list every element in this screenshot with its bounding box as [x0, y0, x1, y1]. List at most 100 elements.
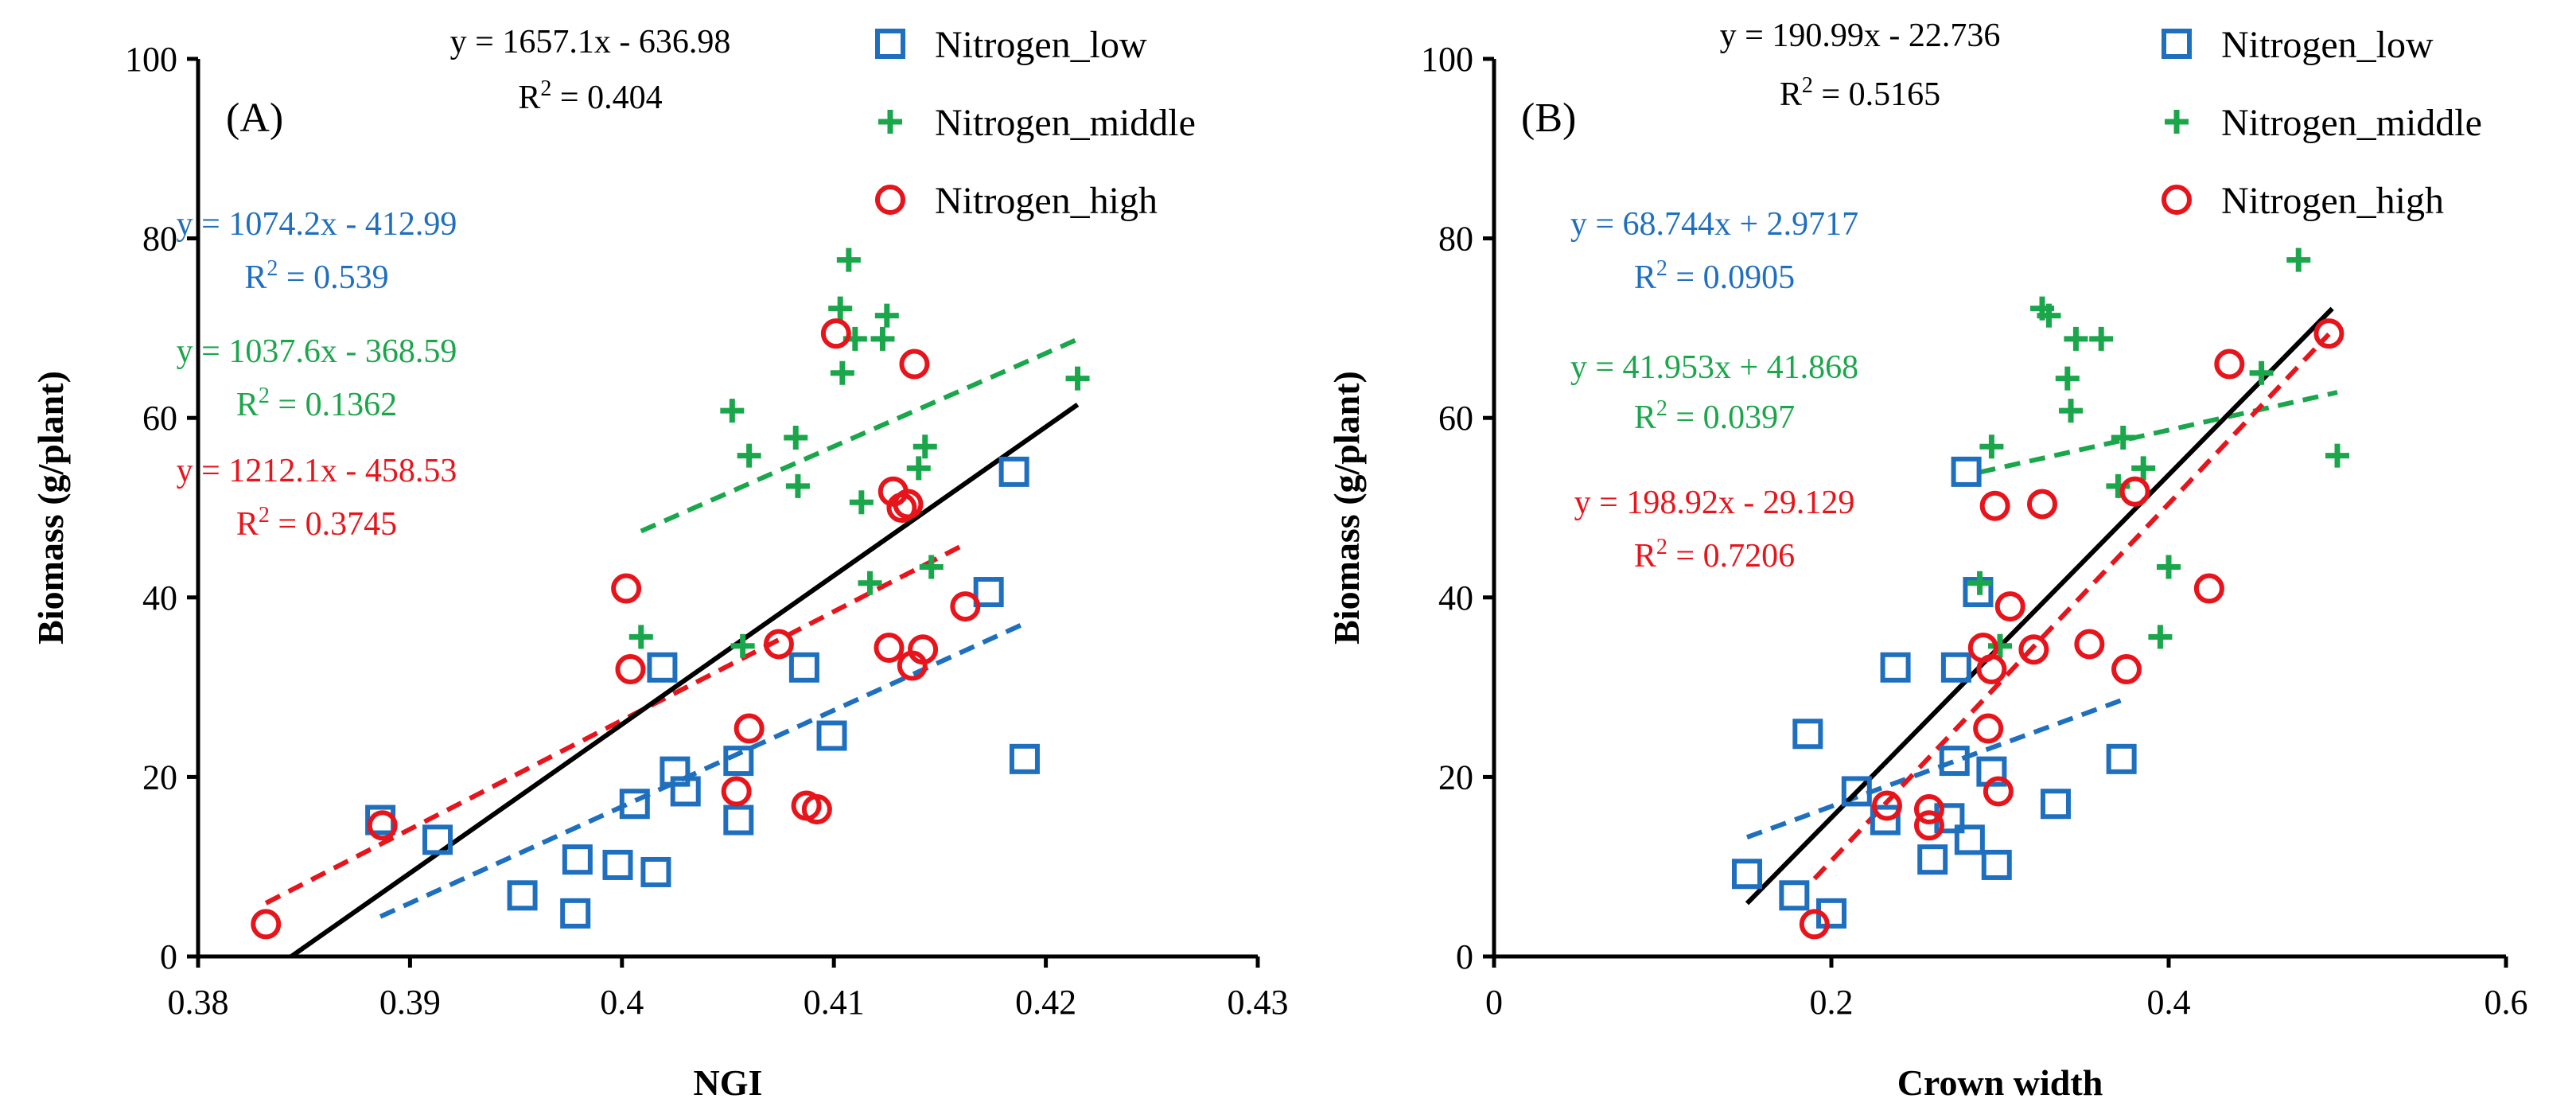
overall-equation: y = 190.99x - 22.736	[1720, 18, 2001, 54]
chart-panel-b: 0 20 40 60 80 100 0 0.2 0.4 0.6 Crown width Biomass…	[1326, 18, 2528, 1103]
data-point	[562, 844, 593, 875]
legend-label: Nitrogen_low	[935, 24, 1147, 66]
data-point	[602, 849, 633, 880]
fit-equation: y = 1074.2x - 412.99	[177, 206, 457, 243]
data-point	[1979, 434, 2004, 459]
data-point	[1979, 490, 2010, 521]
y-tick-label: 80	[142, 220, 177, 259]
legend-marker	[2165, 110, 2189, 134]
y-tick-label: 20	[142, 758, 177, 797]
data-point	[2325, 443, 2349, 468]
fit-r2-sup: 2	[259, 503, 270, 528]
fit-r2-sup: 2	[267, 256, 278, 281]
panel-label: (B)	[1521, 95, 1576, 141]
data-point	[1951, 456, 1982, 487]
data-point	[1880, 652, 1911, 683]
overall-r2-sup: 2	[1802, 73, 1813, 98]
data-point	[2214, 349, 2245, 380]
fit-r2: R2 = 0.3745	[236, 503, 397, 543]
data-point	[1913, 794, 1944, 825]
fit-r2-value: = 0.3745	[270, 506, 397, 543]
overall-equation: y = 1657.1x - 636.98	[450, 24, 731, 60]
data-point	[1065, 366, 1090, 391]
data-point	[830, 360, 854, 385]
fit-r2-r: R	[1634, 399, 1656, 436]
fit-equation: y = 198.92x - 29.129	[1574, 485, 1855, 521]
data-point	[1976, 756, 2007, 787]
data-point	[2040, 789, 2071, 820]
data-point	[785, 473, 810, 498]
data-point	[422, 824, 453, 855]
data-point	[2131, 456, 2156, 481]
y-tick-label: 40	[142, 578, 177, 617]
data-point	[2249, 360, 2274, 385]
data-point	[615, 654, 646, 685]
y-tick-label: 0	[160, 937, 177, 976]
x-tick-label: 0.43	[1228, 983, 1289, 1022]
fit-r2-r: R	[1634, 538, 1656, 575]
overall-r2-r: R	[1780, 76, 1802, 113]
fit-r2-value: = 0.1362	[270, 387, 397, 423]
trendline-nitrogen-high	[1812, 332, 2331, 881]
data-point	[2111, 654, 2142, 685]
trendline-nitrogen-high	[264, 542, 967, 906]
data-point	[2037, 303, 2061, 328]
x-tick-label: 0.4	[2147, 983, 2191, 1022]
legend-marker	[2162, 29, 2192, 59]
data-point	[2106, 743, 2137, 774]
data-point	[836, 247, 861, 272]
fit-r2-sup: 2	[259, 384, 270, 408]
y-axis-title: Biomass (g/plant)	[30, 371, 71, 645]
overall-r2-r: R	[518, 80, 540, 116]
overall-r2: R2 = 0.5165	[1780, 73, 1940, 113]
series-nitrogen-low	[365, 456, 1040, 929]
data-point	[2074, 629, 2105, 660]
data-point	[733, 713, 765, 744]
data-point	[1983, 776, 2014, 807]
legend-label: Nitrogen_low	[2221, 24, 2434, 66]
data-point	[1940, 652, 1971, 683]
fit-r2-r: R	[236, 387, 259, 423]
data-point	[737, 443, 761, 468]
data-point	[2018, 634, 2049, 665]
data-point	[870, 326, 895, 351]
data-point	[874, 632, 905, 663]
data-point	[912, 434, 937, 459]
data-point	[849, 490, 874, 515]
trendline-nitrogen-middle	[1979, 390, 2338, 475]
data-point	[560, 898, 591, 929]
legend-label: Nitrogen_high	[2221, 180, 2444, 222]
y-tick-label: 20	[1438, 758, 1473, 797]
data-point	[723, 746, 754, 777]
data-point	[998, 456, 1029, 487]
data-point	[1954, 824, 1985, 855]
legend-label: Nitrogen_middle	[935, 102, 1196, 144]
data-point	[367, 810, 398, 841]
x-axis-title: Crown width	[1897, 1062, 2103, 1103]
x-tick-label: 0.41	[804, 983, 865, 1022]
data-point	[906, 456, 931, 481]
data-point	[2193, 573, 2224, 604]
data-point	[628, 625, 653, 649]
data-point	[1779, 880, 1810, 911]
data-point	[611, 573, 642, 604]
data-point	[899, 349, 930, 380]
fit-r2-sup: 2	[1656, 396, 1667, 421]
data-point	[1841, 776, 1872, 807]
data-point	[950, 591, 981, 622]
data-point	[1009, 743, 1040, 774]
fit-r2-r: R	[236, 506, 259, 543]
legend-marker	[875, 185, 905, 215]
data-point	[2106, 473, 2130, 498]
data-point	[2055, 366, 2080, 391]
overall-r2-value: = 0.5165	[1813, 76, 1940, 113]
x-tick-label: 0.4	[600, 983, 644, 1022]
y-tick-label: 60	[142, 399, 177, 438]
data-point	[919, 555, 944, 579]
legend-marker	[875, 29, 905, 59]
y-tick-label: 100	[125, 40, 177, 79]
fit-r2: R2 = 0.0397	[1634, 396, 1795, 436]
data-point	[858, 571, 882, 595]
fit-r2-value: = 0.7206	[1667, 538, 1795, 575]
